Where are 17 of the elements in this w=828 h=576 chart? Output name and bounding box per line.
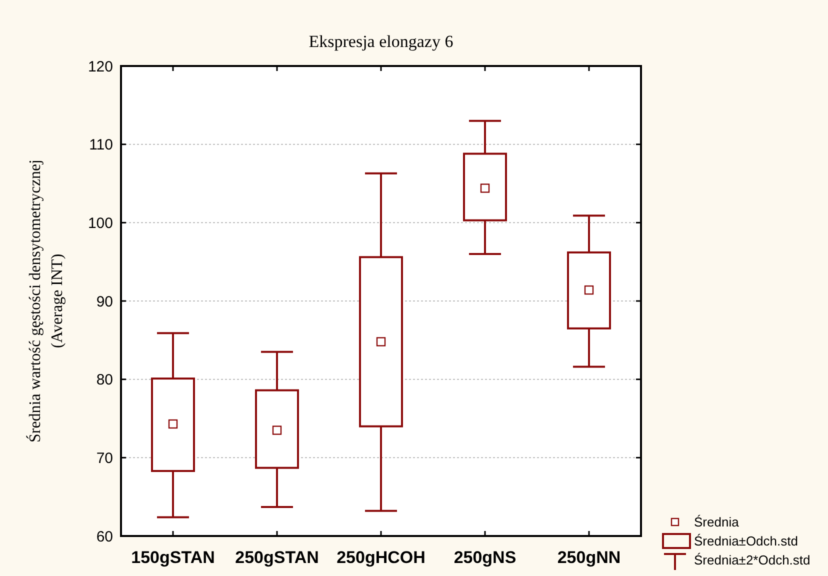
x-tick-label: 250gSTAN — [235, 548, 319, 567]
y-tick-label: 90 — [96, 293, 113, 310]
x-tick-label: 250gNS — [454, 548, 516, 567]
chart-title: Ekspresja elongazy 6 — [308, 32, 454, 51]
x-tick-label: 250gNN — [557, 548, 621, 567]
x-tick-label: 150gSTAN — [131, 548, 215, 567]
y-tick-label: 80 — [96, 372, 113, 389]
text: Średnia±2*Odch.std — [694, 552, 810, 568]
x-tick-label: 250gHCOH — [336, 548, 426, 567]
y-tick-label: 120 — [88, 58, 113, 76]
y-axis-title: Średnia wartość gęstości densytometrycznej (Average INT) — [26, 159, 66, 443]
y-tick-label: 100 — [88, 214, 113, 232]
y-tick-label: 60 — [96, 528, 113, 546]
text: Średnia — [694, 514, 740, 530]
text: Średnia±Odch.std — [694, 534, 798, 549]
y-tick-label: 70 — [96, 450, 113, 467]
y-tick-label: 110 — [89, 136, 113, 154]
